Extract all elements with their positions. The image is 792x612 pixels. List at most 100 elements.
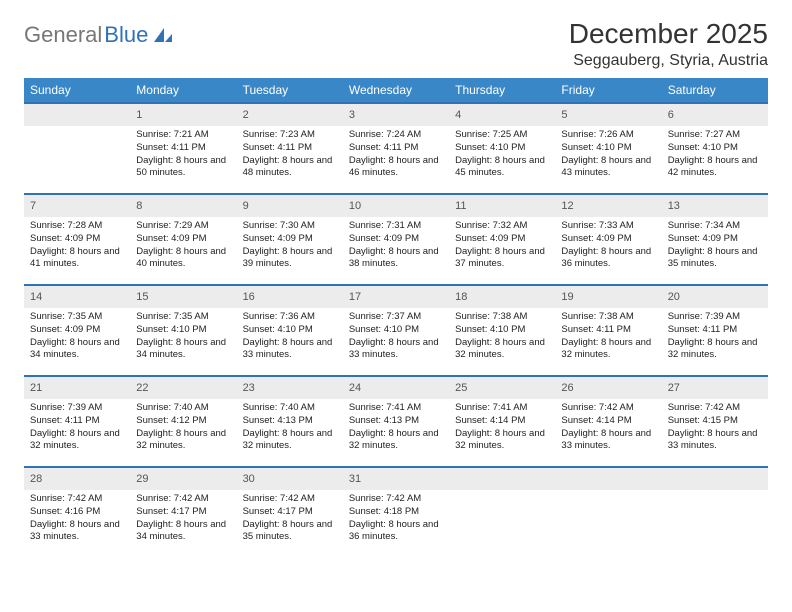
sunset-text: Sunset: 4:13 PM: [243, 415, 337, 428]
sunrise-text: Sunrise: 7:40 AM: [243, 402, 337, 415]
weekday-header: Friday: [555, 78, 661, 103]
sunrise-text: Sunrise: 7:38 AM: [561, 311, 655, 324]
title-block: December 2025 Seggauberg, Styria, Austri…: [569, 18, 768, 70]
sunset-text: Sunset: 4:11 PM: [136, 142, 230, 155]
day-details: Sunrise: 7:31 AMSunset: 4:09 PMDaylight:…: [343, 217, 449, 285]
day-details: Sunrise: 7:35 AMSunset: 4:10 PMDaylight:…: [130, 308, 236, 376]
day-number: 15: [130, 285, 236, 308]
weekday-header: Monday: [130, 78, 236, 103]
sunset-text: Sunset: 4:10 PM: [561, 142, 655, 155]
day-details: Sunrise: 7:36 AMSunset: 4:10 PMDaylight:…: [237, 308, 343, 376]
sunrise-text: Sunrise: 7:41 AM: [349, 402, 443, 415]
week-daynum-row: 14151617181920: [24, 285, 768, 308]
day-number: 12: [555, 194, 661, 217]
day-number: [662, 467, 768, 490]
calendar-page: General Blue December 2025 Seggauberg, S…: [0, 0, 792, 575]
day-number: 21: [24, 376, 130, 399]
day-details: Sunrise: 7:37 AMSunset: 4:10 PMDaylight:…: [343, 308, 449, 376]
day-details: Sunrise: 7:42 AMSunset: 4:16 PMDaylight:…: [24, 490, 130, 557]
sunrise-text: Sunrise: 7:42 AM: [136, 493, 230, 506]
daylight-text: Daylight: 8 hours and 35 minutes.: [243, 519, 337, 545]
day-details: Sunrise: 7:38 AMSunset: 4:11 PMDaylight:…: [555, 308, 661, 376]
sunset-text: Sunset: 4:14 PM: [561, 415, 655, 428]
sunrise-text: Sunrise: 7:42 AM: [561, 402, 655, 415]
sunset-text: Sunset: 4:11 PM: [30, 415, 124, 428]
daylight-text: Daylight: 8 hours and 33 minutes.: [243, 337, 337, 363]
day-number: [24, 103, 130, 126]
daylight-text: Daylight: 8 hours and 33 minutes.: [561, 428, 655, 454]
day-number: 24: [343, 376, 449, 399]
day-number: [555, 467, 661, 490]
daylight-text: Daylight: 8 hours and 50 minutes.: [136, 155, 230, 181]
day-number: 25: [449, 376, 555, 399]
daylight-text: Daylight: 8 hours and 37 minutes.: [455, 246, 549, 272]
day-number: 29: [130, 467, 236, 490]
sunset-text: Sunset: 4:10 PM: [455, 142, 549, 155]
week-daynum-row: 78910111213: [24, 194, 768, 217]
daylight-text: Daylight: 8 hours and 33 minutes.: [30, 519, 124, 545]
daylight-text: Daylight: 8 hours and 32 minutes.: [455, 337, 549, 363]
week-daynum-row: 28293031: [24, 467, 768, 490]
sunset-text: Sunset: 4:09 PM: [136, 233, 230, 246]
sunrise-text: Sunrise: 7:41 AM: [455, 402, 549, 415]
week-detail-row: Sunrise: 7:35 AMSunset: 4:09 PMDaylight:…: [24, 308, 768, 376]
daylight-text: Daylight: 8 hours and 32 minutes.: [243, 428, 337, 454]
day-details: Sunrise: 7:42 AMSunset: 4:17 PMDaylight:…: [130, 490, 236, 557]
sunrise-text: Sunrise: 7:39 AM: [668, 311, 762, 324]
day-details: [555, 490, 661, 557]
calendar-title: December 2025: [569, 18, 768, 50]
weekday-header: Saturday: [662, 78, 768, 103]
weekday-header: Wednesday: [343, 78, 449, 103]
sunrise-text: Sunrise: 7:33 AM: [561, 220, 655, 233]
sunset-text: Sunset: 4:09 PM: [30, 324, 124, 337]
day-details: Sunrise: 7:27 AMSunset: 4:10 PMDaylight:…: [662, 126, 768, 194]
day-number: 27: [662, 376, 768, 399]
day-number: 30: [237, 467, 343, 490]
sunrise-text: Sunrise: 7:23 AM: [243, 129, 337, 142]
day-details: Sunrise: 7:39 AMSunset: 4:11 PMDaylight:…: [24, 399, 130, 467]
daylight-text: Daylight: 8 hours and 42 minutes.: [668, 155, 762, 181]
sunrise-text: Sunrise: 7:38 AM: [455, 311, 549, 324]
day-number: 9: [237, 194, 343, 217]
daylight-text: Daylight: 8 hours and 33 minutes.: [668, 428, 762, 454]
weekday-header: Thursday: [449, 78, 555, 103]
day-number: 8: [130, 194, 236, 217]
daylight-text: Daylight: 8 hours and 32 minutes.: [349, 428, 443, 454]
sunrise-text: Sunrise: 7:27 AM: [668, 129, 762, 142]
sunset-text: Sunset: 4:11 PM: [668, 324, 762, 337]
day-number: [449, 467, 555, 490]
day-number: 7: [24, 194, 130, 217]
sunset-text: Sunset: 4:09 PM: [349, 233, 443, 246]
sunrise-text: Sunrise: 7:36 AM: [243, 311, 337, 324]
day-details: Sunrise: 7:24 AMSunset: 4:11 PMDaylight:…: [343, 126, 449, 194]
sunrise-text: Sunrise: 7:42 AM: [668, 402, 762, 415]
sunset-text: Sunset: 4:09 PM: [455, 233, 549, 246]
sunrise-text: Sunrise: 7:42 AM: [30, 493, 124, 506]
calendar-table: Sunday Monday Tuesday Wednesday Thursday…: [24, 78, 768, 557]
sunrise-text: Sunrise: 7:21 AM: [136, 129, 230, 142]
sunset-text: Sunset: 4:11 PM: [561, 324, 655, 337]
daylight-text: Daylight: 8 hours and 38 minutes.: [349, 246, 443, 272]
brand-part1: General: [24, 22, 102, 48]
day-number: 13: [662, 194, 768, 217]
week-detail-row: Sunrise: 7:39 AMSunset: 4:11 PMDaylight:…: [24, 399, 768, 467]
day-number: 26: [555, 376, 661, 399]
day-number: 16: [237, 285, 343, 308]
sunset-text: Sunset: 4:10 PM: [136, 324, 230, 337]
sunset-text: Sunset: 4:13 PM: [349, 415, 443, 428]
day-number: 22: [130, 376, 236, 399]
day-details: Sunrise: 7:33 AMSunset: 4:09 PMDaylight:…: [555, 217, 661, 285]
day-details: Sunrise: 7:41 AMSunset: 4:14 PMDaylight:…: [449, 399, 555, 467]
day-number: 10: [343, 194, 449, 217]
calendar-body: 123456Sunrise: 7:21 AMSunset: 4:11 PMDay…: [24, 103, 768, 557]
day-details: Sunrise: 7:42 AMSunset: 4:15 PMDaylight:…: [662, 399, 768, 467]
calendar-location: Seggauberg, Styria, Austria: [569, 52, 768, 70]
sunrise-text: Sunrise: 7:34 AM: [668, 220, 762, 233]
daylight-text: Daylight: 8 hours and 33 minutes.: [349, 337, 443, 363]
daylight-text: Daylight: 8 hours and 45 minutes.: [455, 155, 549, 181]
day-details: Sunrise: 7:42 AMSunset: 4:18 PMDaylight:…: [343, 490, 449, 557]
weekday-header: Tuesday: [237, 78, 343, 103]
brand-part2: Blue: [104, 22, 148, 48]
day-details: Sunrise: 7:32 AMSunset: 4:09 PMDaylight:…: [449, 217, 555, 285]
daylight-text: Daylight: 8 hours and 34 minutes.: [30, 337, 124, 363]
